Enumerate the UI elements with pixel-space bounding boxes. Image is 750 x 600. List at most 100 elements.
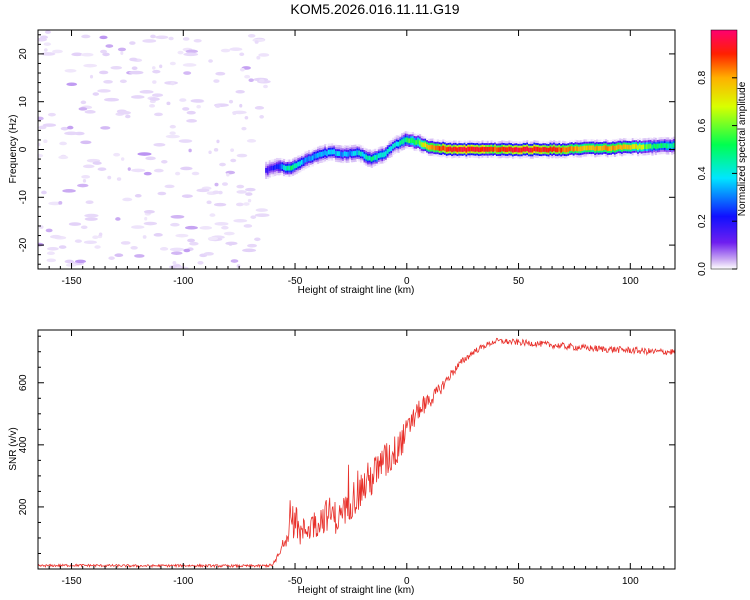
ridge-cell <box>340 151 343 157</box>
ridge-cell <box>511 147 515 153</box>
noise-speckle <box>230 259 239 263</box>
noise-speckle <box>232 110 247 115</box>
ridge-cell <box>292 164 295 170</box>
ridge-cell <box>333 149 336 155</box>
noise-speckle <box>245 187 256 192</box>
noise-speckle <box>216 139 220 144</box>
ridge-cell <box>599 145 602 151</box>
noise-speckle <box>214 104 221 108</box>
noise-speckle <box>38 142 41 147</box>
ridge-cell <box>613 145 617 151</box>
ridge-cell <box>567 147 570 152</box>
noise-speckle <box>85 200 94 205</box>
x-tick-label: 100 <box>622 276 639 287</box>
noise-speckle <box>170 214 185 219</box>
ridge-cell <box>349 150 352 156</box>
ridge-cell <box>324 150 327 156</box>
ridge-cell <box>268 166 271 172</box>
ridge-cell <box>379 152 382 158</box>
noise-speckle <box>206 200 212 205</box>
ridge-cell <box>601 145 604 151</box>
noise-speckle <box>153 233 163 237</box>
noise-speckle <box>77 183 89 188</box>
noise-speckle <box>259 114 264 119</box>
ridge-cell <box>497 147 500 153</box>
noise-speckle <box>178 139 193 143</box>
ridge-cell <box>420 142 423 147</box>
noise-speckle <box>83 240 97 245</box>
noise-speckle <box>151 93 164 97</box>
ridge-cell <box>440 146 443 152</box>
noise-speckle <box>247 243 258 248</box>
ridge-cell <box>299 161 302 167</box>
noise-speckle <box>177 50 184 55</box>
x-tick-label: -50 <box>288 276 303 287</box>
y-tick-label: 200 <box>18 498 29 515</box>
ridge-cell <box>501 146 504 152</box>
x-tick-label: 50 <box>513 276 525 287</box>
ridge-cell <box>311 155 314 161</box>
noise-speckle <box>130 246 138 250</box>
ridge-cell <box>313 153 316 159</box>
ridge-cell <box>367 155 370 161</box>
ridge-cell <box>467 146 470 152</box>
y-tick-label: 600 <box>18 374 29 391</box>
ridge-cell <box>317 152 320 158</box>
ridge-cell <box>469 146 472 152</box>
ridge-cell <box>354 150 357 156</box>
ridge-cell <box>529 147 533 153</box>
noise-speckle <box>245 192 253 196</box>
ridge-cell <box>542 147 545 152</box>
ridge-cell <box>554 147 558 153</box>
noise-speckle <box>239 67 245 72</box>
ridge-cell <box>302 159 305 165</box>
noise-speckle <box>92 161 102 165</box>
ridge-cell <box>415 140 418 145</box>
ridge-cell <box>410 138 413 144</box>
noise-speckle <box>110 65 123 70</box>
noise-speckle <box>68 222 82 226</box>
colorbar: 0.0 0.2 0.4 0.6 0.8 Normalized spectral ampl… <box>697 29 748 276</box>
noise-speckle <box>213 79 220 83</box>
colorbar-tick-label: 0.2 <box>697 214 708 228</box>
ridge-cell <box>624 144 627 150</box>
noise-speckle <box>203 251 214 256</box>
noise-speckle <box>128 70 144 75</box>
noise-speckle <box>243 224 253 228</box>
x-tick-label: 100 <box>622 576 639 587</box>
y-tick-label: 400 <box>18 436 29 453</box>
noise-speckle <box>254 106 265 110</box>
ridge-cell <box>427 145 431 150</box>
colorbar-label: Normalized spectral amplitude <box>737 81 748 216</box>
snr-x-axis: -150 -100 -50 0 50 100 <box>37 330 676 587</box>
ridge-cell <box>479 147 482 152</box>
ridge-cell <box>640 145 643 150</box>
ridge-cell <box>368 155 372 161</box>
noise-speckle <box>41 52 56 56</box>
ridge-cell <box>565 147 568 153</box>
noise-speckle <box>151 66 156 70</box>
noise-speckle <box>81 175 91 179</box>
ridge-cell <box>401 139 404 145</box>
ridge-cell <box>592 145 595 151</box>
noise-speckle <box>46 246 59 251</box>
ridge-cell <box>558 146 561 152</box>
noise-speckle <box>196 104 201 109</box>
noise-speckle <box>97 89 111 93</box>
noise-speckle <box>97 167 107 171</box>
ridge-cell <box>288 165 291 171</box>
ridge-cell <box>329 149 332 155</box>
ridge-cell <box>336 151 339 156</box>
ridge-cell <box>388 147 391 152</box>
ridge-cell <box>587 145 590 151</box>
noise-speckle <box>180 166 193 171</box>
ridge-cell <box>300 159 304 165</box>
ridge-cell <box>361 151 364 157</box>
ridge-cell <box>535 146 538 152</box>
ridge-cell <box>660 143 663 148</box>
ridge-cell <box>656 143 659 149</box>
noise-speckle <box>58 155 69 160</box>
noise-speckle <box>153 142 166 147</box>
ridge-cell <box>615 145 618 151</box>
ridge-cell <box>381 152 384 158</box>
